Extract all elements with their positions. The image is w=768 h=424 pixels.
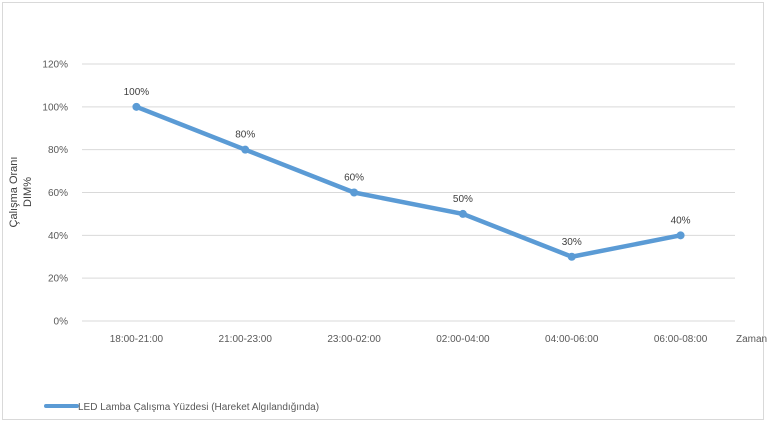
x-tick-label: 18:00-21:00 (110, 334, 164, 345)
data-point (350, 188, 359, 197)
x-axis-ticks: 18:00-21:00 21:00-23:00 23:00-02:00 02:00-0… (110, 334, 708, 345)
data-point (676, 231, 685, 240)
x-tick-label: 02:00-04:00 (436, 334, 490, 345)
y-axis-ticks: 0% 20% 40% 60% 80% 100% 120% (42, 60, 68, 328)
data-point (132, 102, 141, 111)
data-label: 50% (453, 194, 473, 205)
y-tick-label: 100% (42, 102, 68, 113)
x-tick-label: 06:00-08:00 (654, 334, 708, 345)
data-label: 40% (671, 215, 691, 226)
y-tick-label: 120% (42, 60, 68, 71)
series-line (134, 104, 683, 259)
y-axis-title: Çalışma Oranı (8, 157, 20, 228)
series-line-group (132, 102, 685, 261)
legend-label: LED Lamba Çalışma Yüzdesi (Hareket Algıl… (78, 402, 319, 413)
y-tick-label: 40% (48, 231, 68, 242)
y-axis-subtitle: DIM% (22, 177, 34, 207)
x-tick-label: 04:00-06:00 (545, 334, 599, 345)
x-tick-label: 21:00-23:00 (219, 334, 273, 345)
data-label: 60% (344, 173, 364, 184)
data-label: 100% (124, 87, 150, 98)
data-label: 30% (562, 237, 582, 248)
y-tick-label: 80% (48, 145, 68, 156)
data-point (567, 252, 576, 261)
data-labels: 100% 80% 60% 50% 30% 40% (124, 87, 691, 248)
gridlines (82, 63, 735, 322)
y-tick-label: 60% (48, 188, 68, 199)
data-point (458, 209, 467, 218)
chart-area (2, 2, 764, 420)
legend: LED Lamba Çalışma Yüzdesi (Hareket Algıl… (44, 402, 319, 413)
x-tick-label: 23:00-02:00 (327, 334, 381, 345)
x-axis-title: Zaman (736, 334, 767, 345)
y-tick-label: 20% (48, 274, 68, 285)
y-tick-label: 0% (54, 317, 69, 328)
data-label: 80% (235, 130, 255, 141)
data-point (241, 145, 250, 154)
